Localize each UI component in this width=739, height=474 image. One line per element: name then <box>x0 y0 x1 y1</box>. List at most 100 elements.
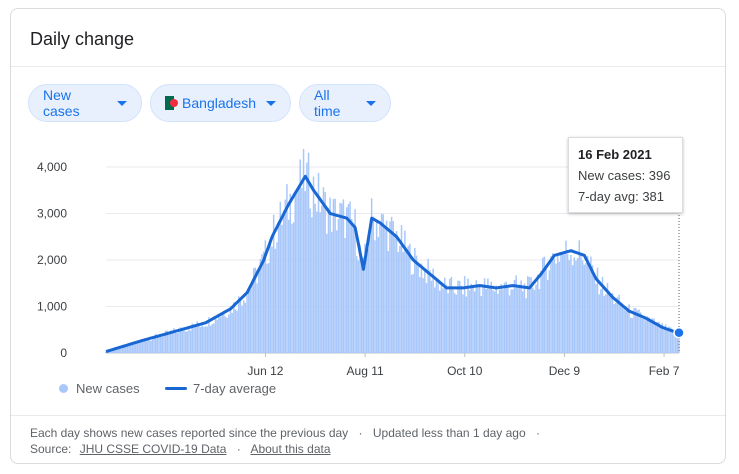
about-link[interactable]: About this data <box>250 442 331 456</box>
new-cases-bar <box>598 294 600 353</box>
new-cases-bar <box>214 315 217 353</box>
new-cases-bar <box>663 329 665 353</box>
new-cases-bar <box>174 331 177 353</box>
new-cases-bar <box>422 278 424 353</box>
new-cases-bar <box>669 327 672 353</box>
new-cases-bar <box>178 328 180 353</box>
new-cases-bar <box>336 230 338 353</box>
new-cases-bar <box>646 316 649 353</box>
tooltip-avg: 7-day avg: 381 <box>578 189 665 204</box>
y-tick-label: 3,000 <box>37 207 67 221</box>
new-cases-bar <box>345 207 348 353</box>
new-cases-bar <box>502 289 504 353</box>
new-cases-bar <box>359 244 361 353</box>
new-cases-bar <box>626 307 629 353</box>
new-cases-bar <box>287 219 290 353</box>
new-cases-bar <box>183 328 185 353</box>
new-cases-bar <box>140 340 142 353</box>
new-cases-bar <box>591 265 594 353</box>
new-cases-bar <box>473 291 476 353</box>
new-cases-bar <box>365 247 368 353</box>
new-cases-bar <box>347 204 350 353</box>
new-cases-bar <box>417 265 419 353</box>
new-cases-bar <box>651 318 654 353</box>
new-cases-bar <box>264 240 267 353</box>
new-cases-bar <box>252 268 255 353</box>
new-cases-bar <box>656 321 659 353</box>
new-cases-bar <box>241 305 243 353</box>
chevron-down-icon <box>266 100 276 106</box>
new-cases-bar <box>586 255 589 353</box>
y-tick-label: 1,000 <box>37 300 67 314</box>
new-cases-bar <box>605 294 607 353</box>
new-cases-bar <box>578 240 581 353</box>
new-cases-bar <box>362 257 365 353</box>
new-cases-bar <box>568 260 571 353</box>
new-cases-bar <box>495 285 497 353</box>
new-cases-bar <box>316 211 318 353</box>
new-cases-bar <box>159 335 162 353</box>
bar-legend-swatch <box>59 384 68 393</box>
new-cases-bar <box>314 203 316 353</box>
new-cases-bar <box>507 286 509 353</box>
new-cases-bar <box>306 162 308 353</box>
new-cases-bar <box>590 256 592 353</box>
new-cases-bar <box>274 248 277 353</box>
range-dropdown[interactable]: All time <box>299 84 391 122</box>
new-cases-bar <box>527 276 529 353</box>
new-cases-bar <box>125 346 127 353</box>
new-cases-bar <box>266 263 268 353</box>
new-cases-bar <box>457 280 459 353</box>
new-cases-bar <box>588 264 590 353</box>
new-cases-bar <box>126 343 129 353</box>
new-cases-bar <box>216 319 218 353</box>
new-cases-bar <box>130 344 132 353</box>
country-dropdown[interactable]: Bangladesh <box>150 84 291 122</box>
new-cases-bar <box>515 275 517 353</box>
new-cases-bar <box>659 328 662 353</box>
new-cases-bar <box>668 326 670 353</box>
new-cases-bar <box>213 323 215 353</box>
new-cases-bar <box>532 287 534 353</box>
new-cases-bar <box>239 300 242 353</box>
x-tick-label: Oct 10 <box>447 364 483 378</box>
new-cases-bar <box>350 219 353 353</box>
new-cases-bar <box>319 212 321 353</box>
chart-tooltip: 16 Feb 2021 New cases: 396 7-day avg: 38… <box>568 137 683 213</box>
chevron-down-icon <box>117 100 127 106</box>
new-cases-bar <box>404 230 406 353</box>
new-cases-bar <box>600 289 602 353</box>
source-link[interactable]: JHU CSSE COVID-19 Data <box>79 442 227 456</box>
new-cases-bar <box>118 347 120 353</box>
new-cases-bar <box>334 198 336 353</box>
new-cases-bar <box>638 309 640 353</box>
new-cases-bar <box>463 276 466 353</box>
chevron-down-icon <box>366 100 376 106</box>
new-cases-bar <box>410 274 413 353</box>
new-cases-bar <box>279 201 282 353</box>
new-cases-bar <box>565 240 567 353</box>
new-cases-bar <box>434 287 436 353</box>
new-cases-bar <box>299 159 301 353</box>
metric-dropdown[interactable]: New cases <box>28 84 142 122</box>
new-cases-bar <box>523 283 526 353</box>
new-cases-bar <box>281 224 283 353</box>
new-cases-bar <box>545 267 547 353</box>
bangladesh-flag-icon <box>165 96 179 110</box>
new-cases-bar <box>538 288 541 353</box>
new-cases-bar <box>458 280 461 353</box>
new-cases-bar <box>498 289 501 353</box>
new-cases-bar <box>151 339 154 353</box>
daily-change-chart[interactable]: 0 1,000 2,000 3,000 4,000 Jun 12 Aug 11 Oct 10 D… <box>11 149 727 389</box>
new-cases-bar <box>517 285 519 353</box>
new-cases-bar <box>483 278 486 353</box>
new-cases-bar <box>236 310 238 353</box>
legend-bars-label: New cases <box>76 381 140 396</box>
new-cases-bar <box>407 245 409 353</box>
new-cases-bar <box>294 193 297 353</box>
new-cases-bar <box>133 343 135 353</box>
new-cases-bar <box>269 241 272 353</box>
new-cases-bar <box>508 295 511 353</box>
new-cases-bar <box>555 263 557 353</box>
new-cases-bar <box>292 222 295 353</box>
